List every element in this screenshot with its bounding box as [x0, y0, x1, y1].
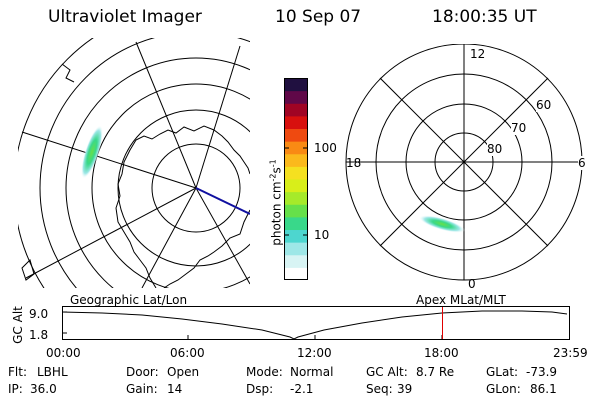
mlat-label-80: 80: [487, 142, 503, 156]
colorbar-stripe: [284, 90, 308, 104]
timeline-xtick-2359: 23:59: [553, 346, 588, 360]
gc-alt-value: 8.7 Re: [416, 365, 455, 379]
magnetic-map: [345, 44, 583, 281]
gc-alt-label: GC Alt:: [366, 365, 408, 379]
colorbar-stripe: [284, 216, 308, 231]
seq-label: Seq:: [366, 382, 393, 396]
filter-value: LBHL: [37, 365, 68, 379]
colorbar-stripe: [284, 153, 308, 167]
seq-value: 39: [397, 382, 413, 396]
colorbar-stripe: [284, 115, 308, 130]
glat-label: GLat:: [486, 365, 519, 379]
colorbar-stripe: [284, 242, 308, 256]
colorbar-stripe: [284, 141, 308, 155]
mode-label: Mode:: [246, 365, 283, 379]
altitude-timeline: [62, 306, 570, 340]
timeline-xtick-0600: 06:00: [170, 346, 205, 360]
colorbar-stripe: [284, 179, 308, 193]
colorbar-tick-10: 10: [314, 228, 330, 242]
glon-label: GLon:: [486, 382, 521, 396]
dsp-value: -2.1: [290, 382, 314, 396]
mode-value: Normal: [290, 365, 334, 379]
timeline-ytick-low: 1.8: [29, 328, 49, 342]
timeline-ytick-high: 9.0: [29, 307, 49, 321]
coastline: [115, 125, 250, 288]
door-label: Door:: [126, 365, 159, 379]
colorbar-stripe: [284, 267, 308, 280]
geographic-map-label: Geographic Lat/Lon: [70, 293, 188, 307]
mlat-label-70: 70: [511, 121, 527, 135]
gain-label: Gain:: [126, 382, 158, 396]
filter-label: Flt:: [8, 365, 27, 379]
auroral-oval: [418, 215, 466, 233]
coastline-fragment: [61, 63, 75, 83]
colorbar-stripe: [284, 103, 308, 117]
colorbar-stripe: [284, 128, 308, 142]
geographic-map: [18, 38, 250, 288]
mlt-label-6: 6: [578, 156, 586, 170]
colorbar-tick-100: 100: [314, 141, 337, 155]
colorbar-stripe: [284, 204, 308, 218]
instrument-title: Ultraviolet Imager: [48, 7, 202, 27]
colorbar-stripe: [284, 191, 308, 205]
colorbar-stripe: [284, 254, 308, 268]
mlat-label-60: 60: [536, 98, 552, 112]
colorbar: [284, 78, 308, 280]
auroral-emission: [81, 125, 103, 179]
timeline-xtick-1200: 12:00: [297, 346, 332, 360]
colorbar-stripe: [284, 229, 308, 243]
ip-value: 36.0: [30, 382, 57, 396]
date-label: 10 Sep 07: [275, 7, 362, 27]
magnetic-map-label: Apex MLat/MLT: [416, 293, 506, 307]
colorbar-stripe: [284, 166, 308, 180]
colorbar-stripe: [284, 78, 308, 92]
longitude-lines: [21, 41, 250, 288]
glat-value: -73.9: [526, 365, 558, 379]
mlt-label-12: 12: [470, 47, 486, 61]
mlt-lines: [346, 44, 582, 280]
dsp-label: Dsp:: [246, 382, 274, 396]
glon-value: 86.1: [530, 382, 557, 396]
timeline-ylabel: GC Alt: [11, 306, 25, 344]
ip-label: IP:: [8, 382, 23, 396]
timeline-xtick-1800: 18:00: [424, 346, 459, 360]
timeline-xtick-0000: 00:00: [46, 346, 81, 360]
altitude-curve: [62, 310, 568, 340]
gain-value: 14: [167, 382, 183, 396]
island-outline: [21, 259, 35, 281]
subsolar-line: [195, 187, 250, 215]
colorbar-unit-label: photon cm-2s-1: [268, 159, 284, 246]
door-value: Open: [167, 365, 200, 379]
time-label: 18:00:35 UT: [432, 7, 537, 27]
mlt-label-18: 18: [346, 156, 362, 170]
mlt-label-0: 0: [468, 277, 476, 291]
